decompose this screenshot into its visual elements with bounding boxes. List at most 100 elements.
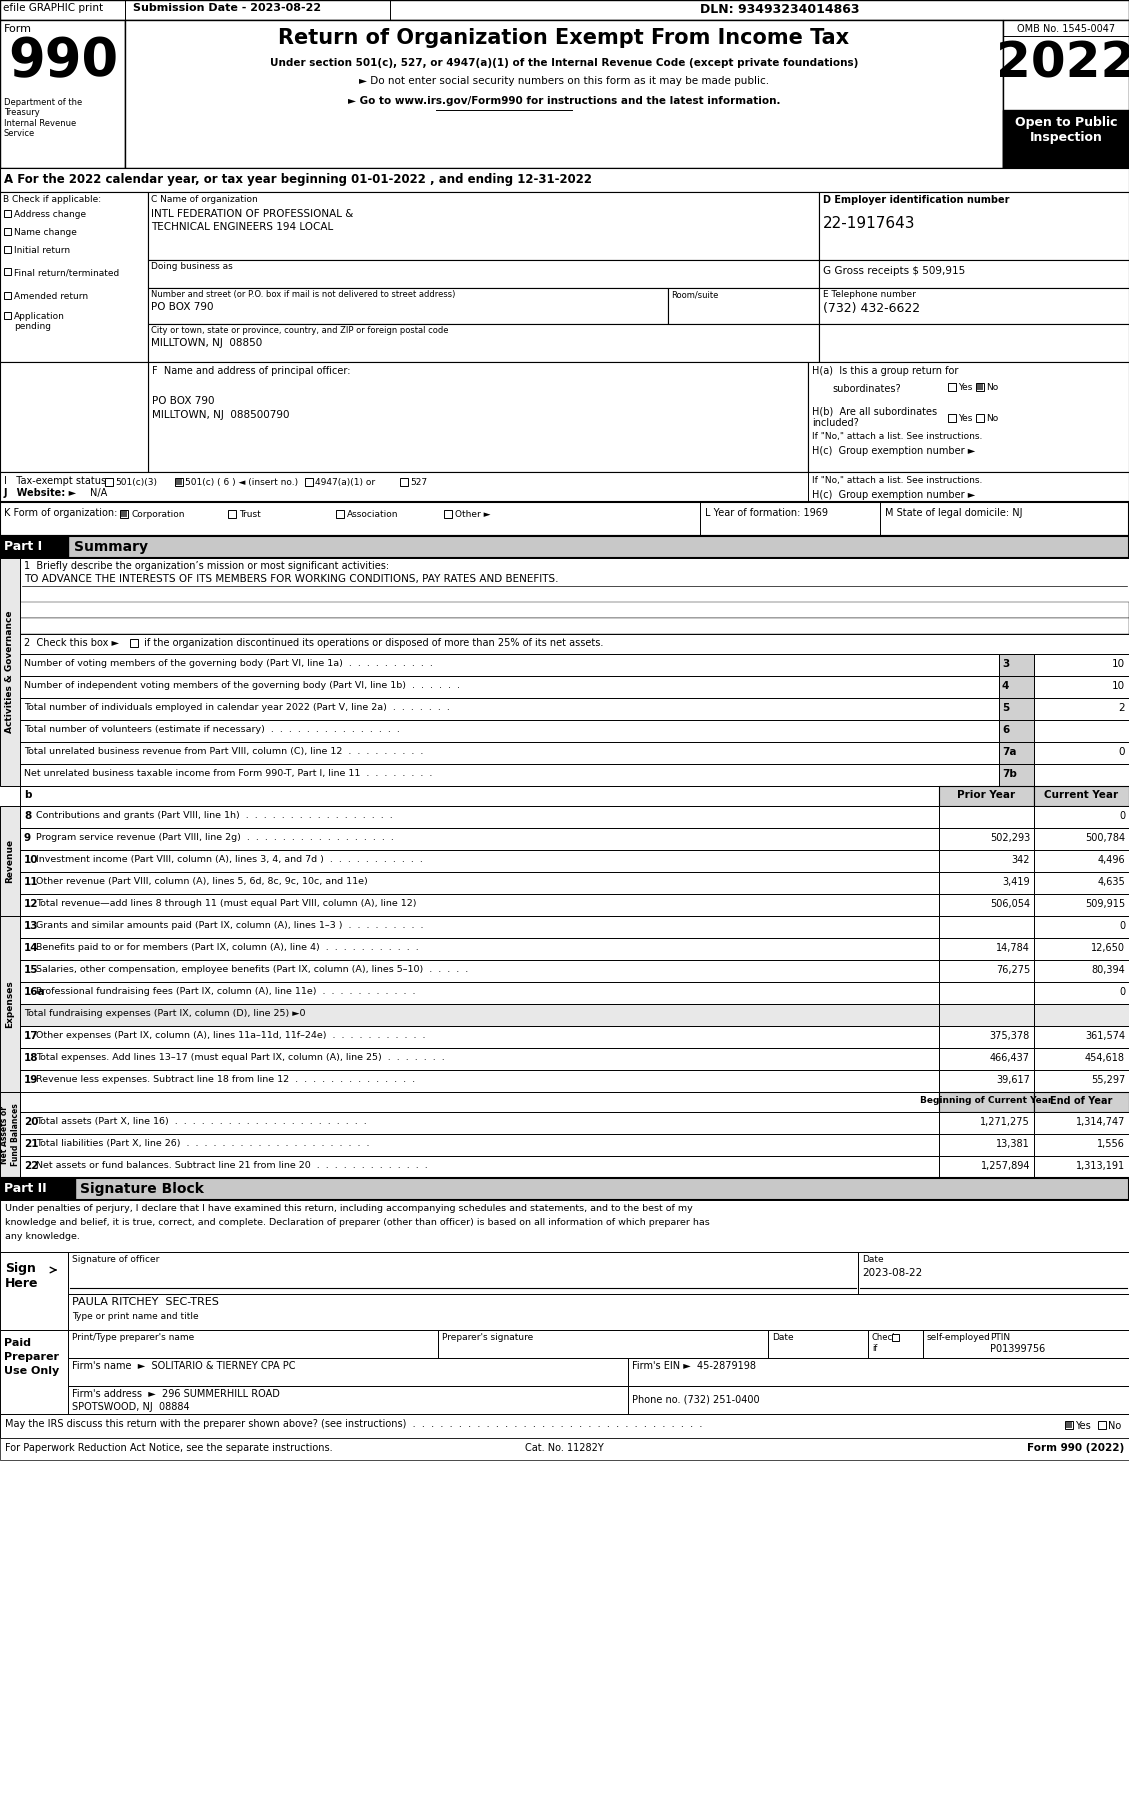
Bar (20, 1112, 939, 1134)
Bar (0, 1201, 1129, 1252)
Text: 454,618: 454,618 (1085, 1052, 1124, 1063)
Bar (0, 1177, 75, 1201)
Bar (20, 559, 1129, 602)
Bar (176, 479, 182, 484)
Bar (977, 385, 983, 390)
Bar (20, 1048, 939, 1070)
Text: Firm's EIN ►  45-2879198: Firm's EIN ► 45-2879198 (632, 1360, 756, 1371)
Text: 13: 13 (24, 922, 38, 931)
Text: 14: 14 (24, 943, 38, 952)
Text: Other ►: Other ► (455, 510, 490, 519)
Text: 2022: 2022 (996, 40, 1129, 89)
Bar (1003, 20, 1129, 169)
Text: H(b)  Are all subordinates: H(b) Are all subordinates (812, 406, 937, 415)
Bar (1034, 720, 1129, 742)
Bar (68, 1330, 438, 1359)
Bar (336, 510, 344, 519)
Text: 0: 0 (1119, 987, 1124, 998)
Text: PAULA RITCHEY  SEC-TRES: PAULA RITCHEY SEC-TRES (72, 1297, 219, 1308)
Bar (939, 851, 1034, 873)
Text: I   Tax-exempt status:: I Tax-exempt status: (5, 475, 110, 486)
Text: 22-1917643: 22-1917643 (823, 216, 916, 230)
Text: Form: Form (5, 24, 32, 34)
Text: Paid: Paid (5, 1339, 30, 1348)
Bar (20, 981, 939, 1003)
Text: 375,378: 375,378 (990, 1030, 1030, 1041)
Text: 501(c)(3): 501(c)(3) (115, 479, 157, 486)
Text: 1,556: 1,556 (1097, 1139, 1124, 1148)
Text: 7a: 7a (1003, 747, 1016, 756)
Bar (999, 764, 1034, 785)
Text: Preparer: Preparer (5, 1351, 59, 1362)
Bar (121, 512, 126, 517)
Bar (0, 535, 1129, 559)
Bar (1034, 981, 1129, 1003)
Bar (999, 698, 1034, 720)
Bar (20, 764, 999, 785)
Bar (939, 1134, 1034, 1156)
Text: Current Year: Current Year (1044, 791, 1119, 800)
Bar (819, 288, 1129, 325)
Text: Total revenue—add lines 8 through 11 (must equal Part VIII, column (A), line 12): Total revenue—add lines 8 through 11 (mu… (36, 900, 417, 909)
Text: 2  Check this box ►: 2 Check this box ► (24, 639, 119, 648)
Bar (939, 873, 1034, 894)
Bar (0, 472, 1129, 502)
Bar (939, 785, 1034, 805)
Bar (892, 1333, 899, 1341)
Bar (939, 1112, 1034, 1134)
Bar (0, 1330, 68, 1413)
Text: Trust: Trust (239, 510, 261, 519)
Text: 16a: 16a (24, 987, 45, 998)
Text: No: No (1108, 1420, 1121, 1431)
Text: 14,784: 14,784 (996, 943, 1030, 952)
Text: Print/Type preparer's name: Print/Type preparer's name (72, 1333, 194, 1342)
Text: any knowledge.: any knowledge. (5, 1232, 80, 1241)
Text: Beginning of Current Year: Beginning of Current Year (920, 1096, 1052, 1105)
Bar (305, 479, 313, 486)
Bar (5, 312, 11, 319)
Bar (0, 1439, 1129, 1460)
Text: knowledge and belief, it is true, correct, and complete. Declaration of preparer: knowledge and belief, it is true, correc… (5, 1217, 710, 1226)
Text: Program service revenue (Part VIII, line 2g)  .  .  .  .  .  .  .  .  .  .  .  .: Program service revenue (Part VIII, line… (36, 833, 394, 842)
Text: 8: 8 (24, 811, 32, 822)
Bar (924, 1330, 1129, 1359)
Text: Final return/terminated: Final return/terminated (14, 268, 120, 278)
Text: 11: 11 (24, 876, 38, 887)
Bar (20, 1134, 939, 1156)
Text: 4947(a)(1) or: 4947(a)(1) or (315, 479, 375, 486)
Text: Benefits paid to or for members (Part IX, column (A), line 4)  .  .  .  .  .  . : Benefits paid to or for members (Part IX… (36, 943, 419, 952)
Text: Date: Date (863, 1255, 884, 1264)
Bar (819, 259, 1129, 288)
Bar (948, 414, 956, 423)
Bar (0, 502, 1129, 535)
Text: Date: Date (772, 1333, 794, 1342)
Bar (20, 960, 939, 981)
Bar (939, 1156, 1034, 1177)
Bar (5, 229, 11, 236)
Text: PTIN: PTIN (990, 1333, 1010, 1342)
Text: H(c)  Group exemption number ►: H(c) Group exemption number ► (812, 446, 975, 455)
Text: Other revenue (Part VIII, column (A), lines 5, 6d, 8c, 9c, 10c, and 11e): Other revenue (Part VIII, column (A), li… (36, 876, 368, 885)
Text: 17: 17 (24, 1030, 38, 1041)
Bar (20, 635, 1129, 655)
Text: If "No," attach a list. See instructions.: If "No," attach a list. See instructions… (812, 432, 982, 441)
Bar (1034, 677, 1129, 698)
Bar (1034, 698, 1129, 720)
Text: ► Do not enter social security numbers on this form as it may be made public.: ► Do not enter social security numbers o… (359, 76, 769, 85)
Text: (732) 432-6622: (732) 432-6622 (823, 301, 920, 316)
Text: Sign: Sign (5, 1263, 36, 1275)
Bar (1066, 1422, 1073, 1428)
Bar (939, 981, 1034, 1003)
Text: TO ADVANCE THE INTERESTS OF ITS MEMBERS FOR WORKING CONDITIONS, PAY RATES AND BE: TO ADVANCE THE INTERESTS OF ITS MEMBERS … (24, 573, 559, 584)
Text: 76,275: 76,275 (996, 965, 1030, 974)
Bar (1034, 1112, 1129, 1134)
Text: 509,915: 509,915 (1085, 900, 1124, 909)
Text: 1,271,275: 1,271,275 (980, 1117, 1030, 1126)
Text: 13,381: 13,381 (996, 1139, 1030, 1148)
Text: Revenue: Revenue (6, 838, 15, 883)
Text: Net Assets or
Fund Balances: Net Assets or Fund Balances (0, 1103, 19, 1166)
Text: Signature of officer: Signature of officer (72, 1255, 159, 1264)
Text: 39,617: 39,617 (996, 1076, 1030, 1085)
Bar (1099, 1420, 1106, 1429)
Bar (5, 268, 11, 276)
